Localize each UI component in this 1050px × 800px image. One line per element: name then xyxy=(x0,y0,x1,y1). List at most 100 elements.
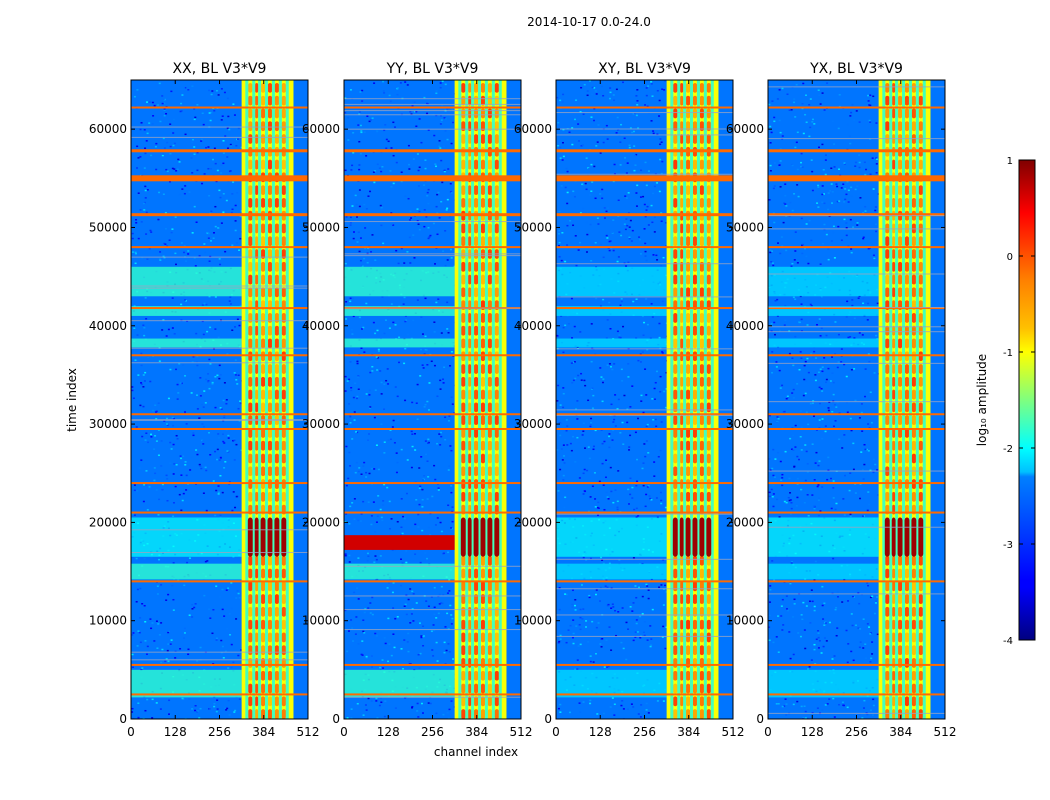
y-tick-label: 50000 xyxy=(302,220,340,234)
flagged-row xyxy=(768,482,945,485)
flagged-row xyxy=(556,693,733,696)
flagged-row xyxy=(556,427,733,430)
flagged-row xyxy=(768,175,945,182)
flagged-row xyxy=(556,246,733,249)
x-tick-label: 128 xyxy=(377,725,400,739)
x-tick-label: 384 xyxy=(889,725,912,739)
x-tick-label: 256 xyxy=(633,725,656,739)
flagged-row xyxy=(556,511,733,514)
flagged-row xyxy=(131,482,308,485)
figure-title: 2014-10-17 0.0-24.0 xyxy=(527,15,651,29)
flagged-row xyxy=(131,511,308,514)
flagged-row xyxy=(768,307,945,310)
flagged-row xyxy=(344,482,521,485)
flagged-row xyxy=(344,149,521,153)
flagged-row xyxy=(556,354,733,357)
y-tick-label: 40000 xyxy=(89,319,127,333)
y-tick-label: 30000 xyxy=(514,417,552,431)
colorbar-tick-label: -3 xyxy=(1003,540,1013,551)
y-tick-label: 0 xyxy=(119,712,127,726)
flagged-row xyxy=(768,693,945,696)
y-tick-label: 10000 xyxy=(726,614,764,628)
flagged-row xyxy=(556,175,733,182)
flagged-row xyxy=(768,427,945,430)
colorbar-tick-label: 1 xyxy=(1007,156,1013,167)
flagged-row xyxy=(556,213,733,217)
panel-title: XX, BL V3*V9 xyxy=(173,61,267,77)
y-tick-label: 10000 xyxy=(302,614,340,628)
y-tick-label: 20000 xyxy=(89,515,127,529)
panel-xy: XY, BL V3*V9 0 128 256 384 512 0 10000 20000 3000… xyxy=(514,61,745,739)
flagged-row xyxy=(556,106,733,109)
y-tick-label: 20000 xyxy=(514,515,552,529)
flagged-row xyxy=(131,246,308,249)
flagged-row xyxy=(556,580,733,583)
heatmap-image xyxy=(131,80,308,719)
heatmap-image xyxy=(344,80,521,719)
flagged-row xyxy=(768,663,945,666)
flagged-row xyxy=(556,663,733,666)
y-tick-label: 40000 xyxy=(726,319,764,333)
y-tick-label: 30000 xyxy=(726,417,764,431)
flagged-row xyxy=(768,580,945,583)
x-tick-label: 0 xyxy=(552,725,560,739)
flagged-row xyxy=(556,482,733,485)
colorbar-tick-label: -2 xyxy=(1003,444,1013,455)
x-tick-label: 0 xyxy=(764,725,772,739)
flagged-row xyxy=(131,693,308,696)
y-tick-label: 50000 xyxy=(89,220,127,234)
y-tick-label: 60000 xyxy=(89,122,127,136)
y-tick-label: 20000 xyxy=(302,515,340,529)
heatmap-image xyxy=(556,80,733,719)
x-tick-label: 256 xyxy=(845,725,868,739)
x-tick-label: 384 xyxy=(252,725,275,739)
flagged-row xyxy=(556,413,733,416)
y-tick-label: 60000 xyxy=(514,122,552,136)
flagged-row xyxy=(556,307,733,310)
x-tick-label: 256 xyxy=(208,725,231,739)
flagged-row xyxy=(131,213,308,217)
flagged-row xyxy=(768,511,945,514)
colorbar-label: log₁₀ amplitude xyxy=(975,354,989,446)
x-tick-label: 0 xyxy=(127,725,135,739)
panel-xx: XX, BL V3*V9 0 128 256 384 512 0 10000 20000 3000… xyxy=(89,61,320,739)
y-tick-label: 0 xyxy=(544,712,552,726)
y-tick-label: 0 xyxy=(332,712,340,726)
flagged-row xyxy=(344,213,521,217)
flagged-row xyxy=(131,580,308,583)
flagged-row xyxy=(344,106,521,109)
flagged-row xyxy=(131,175,308,182)
x-tick-label: 256 xyxy=(421,725,444,739)
y-tick-label: 0 xyxy=(756,712,764,726)
flagged-row xyxy=(556,149,733,153)
flagged-row xyxy=(131,663,308,666)
flagged-row xyxy=(344,354,521,357)
y-tick-label: 50000 xyxy=(726,220,764,234)
y-tick-label: 30000 xyxy=(302,417,340,431)
y-tick-label: 40000 xyxy=(514,319,552,333)
x-tick-label: 384 xyxy=(677,725,700,739)
heatmap-image xyxy=(768,80,945,719)
flagged-row xyxy=(344,580,521,583)
y-tick-label: 50000 xyxy=(514,220,552,234)
flagged-row xyxy=(768,354,945,357)
y-tick-label: 60000 xyxy=(726,122,764,136)
x-tick-label: 512 xyxy=(510,725,533,739)
colorbar: 1 0 -1 -2 -3 -4 log₁₀ amplitude xyxy=(975,156,1036,647)
panel-yy: YY, BL V3*V9 0 128 256 384 512 0 10000 20000 3000… xyxy=(302,61,533,739)
y-tick-label: 10000 xyxy=(89,614,127,628)
y-tick-label: 40000 xyxy=(302,319,340,333)
y-axis-label: time index xyxy=(65,368,79,432)
panel-title: YX, BL V3*V9 xyxy=(809,61,903,77)
flagged-row xyxy=(131,354,308,357)
flagged-row xyxy=(131,413,308,416)
colorbar-tick-label: -4 xyxy=(1003,636,1013,647)
flagged-row xyxy=(768,413,945,416)
x-tick-label: 512 xyxy=(934,725,957,739)
flagged-row xyxy=(344,427,521,430)
flagged-row xyxy=(344,246,521,249)
x-tick-label: 128 xyxy=(801,725,824,739)
flagged-row xyxy=(768,149,945,153)
y-tick-label: 30000 xyxy=(89,417,127,431)
y-tick-label: 10000 xyxy=(514,614,552,628)
